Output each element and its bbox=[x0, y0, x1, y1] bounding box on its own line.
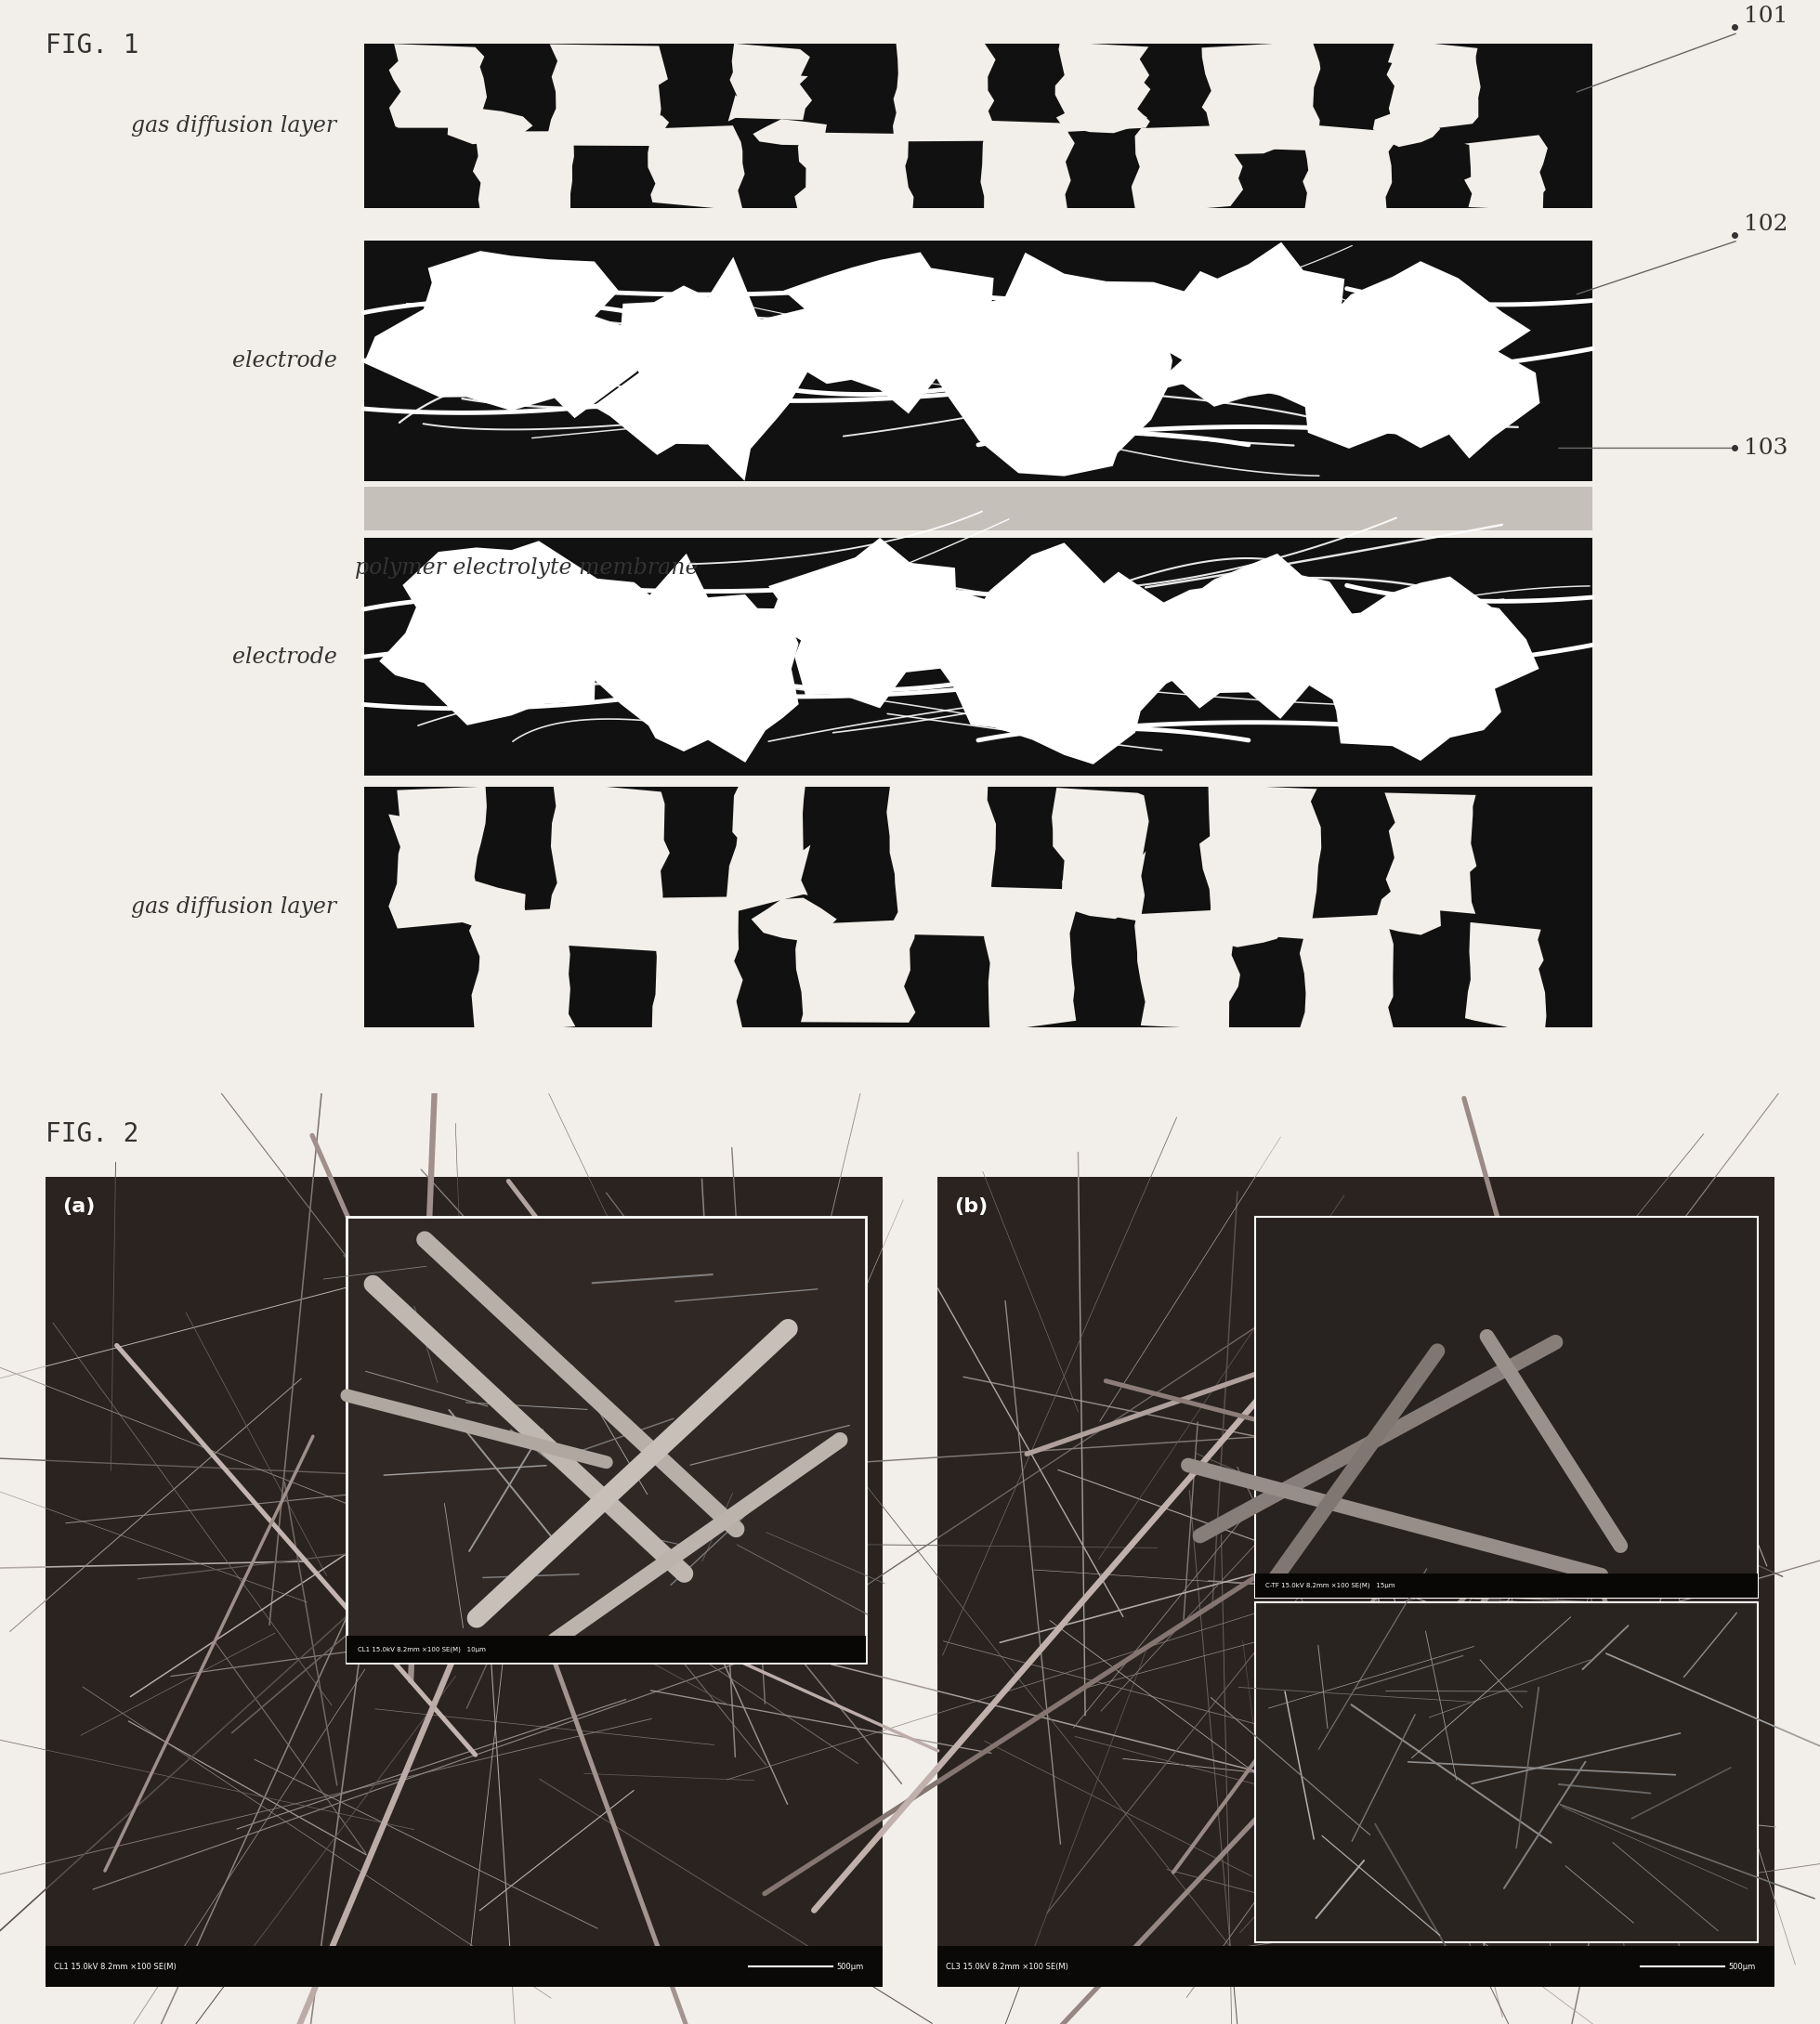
Polygon shape bbox=[1281, 577, 1540, 761]
Polygon shape bbox=[388, 787, 486, 929]
Polygon shape bbox=[726, 781, 810, 911]
Bar bbox=[348, 1635, 866, 1664]
Text: FIG. 1: FIG. 1 bbox=[46, 32, 138, 59]
Polygon shape bbox=[379, 540, 657, 725]
Polygon shape bbox=[593, 257, 826, 482]
Polygon shape bbox=[795, 919, 915, 1022]
Polygon shape bbox=[1374, 887, 1441, 935]
Polygon shape bbox=[648, 125, 744, 210]
Polygon shape bbox=[768, 538, 1010, 708]
Text: polymer electrolyte membrane: polymer electrolyte membrane bbox=[355, 557, 699, 579]
Polygon shape bbox=[795, 132, 914, 210]
Text: 101: 101 bbox=[1744, 6, 1787, 28]
Polygon shape bbox=[1056, 103, 1147, 134]
Bar bbox=[364, 787, 1592, 1028]
Polygon shape bbox=[1299, 123, 1394, 213]
Text: electrode: electrode bbox=[231, 646, 337, 668]
Polygon shape bbox=[1052, 787, 1148, 921]
Polygon shape bbox=[1385, 793, 1476, 915]
Bar bbox=[937, 1176, 1775, 1988]
Polygon shape bbox=[1132, 125, 1243, 215]
Polygon shape bbox=[1372, 111, 1440, 148]
Bar bbox=[364, 538, 1592, 775]
Polygon shape bbox=[932, 542, 1218, 765]
Text: (a): (a) bbox=[62, 1196, 95, 1216]
Polygon shape bbox=[448, 107, 533, 144]
Polygon shape bbox=[470, 907, 575, 1034]
Polygon shape bbox=[1130, 243, 1345, 415]
Text: (b): (b) bbox=[954, 1196, 988, 1216]
Bar bbox=[364, 45, 1592, 208]
Text: gas diffusion layer: gas diffusion layer bbox=[131, 897, 337, 917]
Polygon shape bbox=[1289, 261, 1540, 459]
Polygon shape bbox=[894, 40, 996, 142]
Polygon shape bbox=[1056, 43, 1150, 132]
Polygon shape bbox=[1134, 909, 1241, 1030]
Polygon shape bbox=[753, 119, 826, 146]
Text: 500μm: 500μm bbox=[1729, 1963, 1756, 1971]
Polygon shape bbox=[981, 121, 1076, 213]
Polygon shape bbox=[1387, 40, 1480, 134]
Polygon shape bbox=[1465, 136, 1547, 210]
Text: CL1 15.0kV 8.2mm ×100 SE(M)   10μm: CL1 15.0kV 8.2mm ×100 SE(M) 10μm bbox=[357, 1646, 486, 1652]
Polygon shape bbox=[448, 880, 526, 933]
Polygon shape bbox=[981, 887, 1076, 1032]
Polygon shape bbox=[1063, 874, 1141, 919]
Bar bbox=[364, 486, 1592, 530]
Polygon shape bbox=[606, 887, 666, 921]
Text: CL3 15.0kV 8.2mm ×100 SE(M): CL3 15.0kV 8.2mm ×100 SE(M) bbox=[946, 1963, 1068, 1971]
Polygon shape bbox=[599, 109, 670, 136]
Polygon shape bbox=[389, 45, 488, 128]
Bar bbox=[364, 241, 1592, 482]
Bar bbox=[1256, 1216, 1758, 1599]
Polygon shape bbox=[548, 45, 668, 146]
Polygon shape bbox=[1201, 40, 1321, 150]
Bar bbox=[46, 1947, 883, 1988]
Polygon shape bbox=[752, 899, 837, 941]
Polygon shape bbox=[739, 253, 1006, 413]
Polygon shape bbox=[919, 253, 1188, 476]
Polygon shape bbox=[728, 43, 812, 121]
Text: electrode: electrode bbox=[231, 350, 337, 370]
Text: 103: 103 bbox=[1744, 437, 1787, 459]
Polygon shape bbox=[1199, 785, 1321, 939]
Text: 500μm: 500μm bbox=[837, 1963, 864, 1971]
Text: CL1 15.0kV 8.2mm ×100 SE(M): CL1 15.0kV 8.2mm ×100 SE(M) bbox=[55, 1963, 177, 1971]
Polygon shape bbox=[1299, 915, 1394, 1034]
Bar bbox=[1256, 1603, 1758, 1943]
Polygon shape bbox=[1201, 125, 1283, 154]
Polygon shape bbox=[652, 897, 743, 1028]
Polygon shape bbox=[582, 553, 799, 763]
Text: C-TF 15.0kV 8.2mm ×100 SE(M)   15μm: C-TF 15.0kV 8.2mm ×100 SE(M) 15μm bbox=[1265, 1583, 1396, 1589]
Bar bbox=[937, 1947, 1775, 1988]
Bar bbox=[46, 1176, 883, 1988]
Polygon shape bbox=[473, 132, 573, 213]
Polygon shape bbox=[364, 251, 653, 419]
Polygon shape bbox=[1130, 553, 1352, 719]
Bar bbox=[1256, 1573, 1758, 1599]
Polygon shape bbox=[548, 781, 670, 951]
Text: 102: 102 bbox=[1744, 215, 1787, 235]
Polygon shape bbox=[1465, 923, 1547, 1034]
Text: FIG. 2: FIG. 2 bbox=[46, 1121, 138, 1148]
Text: gas diffusion layer: gas diffusion layer bbox=[131, 115, 337, 136]
Bar bbox=[348, 1216, 866, 1664]
Polygon shape bbox=[1208, 907, 1287, 947]
Polygon shape bbox=[886, 779, 996, 937]
